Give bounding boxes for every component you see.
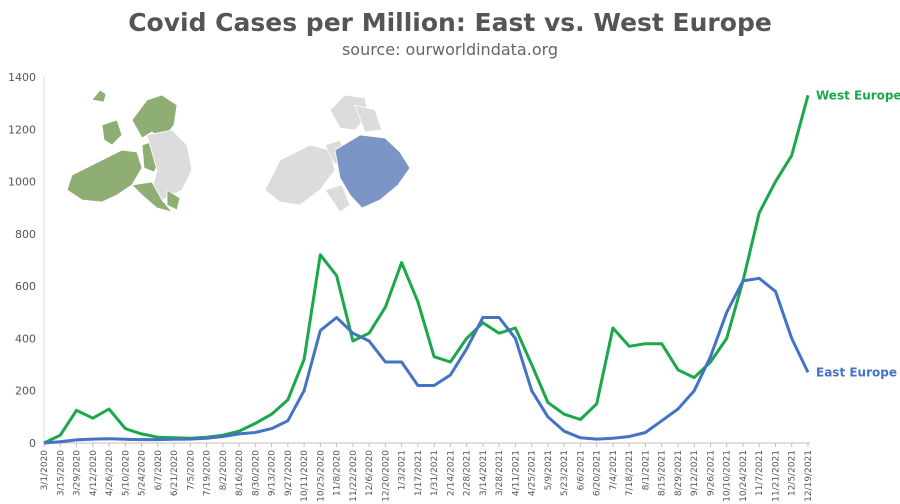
country-shape	[91, 89, 107, 103]
y-tick-label: 1400	[8, 71, 36, 84]
x-tick-label: 9/13/2020	[268, 450, 278, 496]
x-tick-label: 1/3/2021	[398, 450, 408, 490]
x-tick-label: 3/29/2020	[73, 450, 83, 496]
x-tick-label: 8/15/2021	[658, 450, 668, 496]
x-tick-label: 3/1/2020	[40, 450, 50, 491]
x-tick-label: 11/7/2021	[755, 450, 765, 496]
x-tick-label: 4/11/2021	[511, 450, 521, 496]
x-tick-label: 12/5/2021	[788, 450, 798, 496]
x-tick-label: 2/14/2021	[446, 450, 456, 496]
x-tick-label: 10/11/2020	[300, 450, 310, 502]
x-tick-label: 5/9/2021	[544, 450, 554, 490]
x-tick-label: 10/10/2021	[723, 450, 733, 502]
x-tick-label: 3/15/2020	[56, 450, 66, 496]
x-tick-label: 8/30/2020	[251, 450, 261, 496]
y-tick-label: 600	[15, 280, 36, 293]
x-tick-label: 11/8/2020	[333, 450, 343, 496]
x-tick-label: 6/21/2020	[170, 450, 180, 496]
west-europe-series-line	[43, 94, 810, 445]
x-tick-label: 2/28/2021	[463, 450, 473, 496]
x-tick-label: 6/7/2020	[154, 450, 164, 491]
east-europe-series-label: East Europe	[816, 365, 897, 379]
x-tick-label: 8/1/2021	[641, 450, 651, 490]
country-shape	[101, 119, 123, 146]
y-tick-label: 200	[15, 385, 36, 398]
x-tick-label: 8/16/2020	[235, 450, 245, 496]
west-europe-map	[66, 89, 193, 213]
country-shape	[131, 181, 174, 213]
east-europe-series-line	[43, 276, 810, 445]
x-tick-label: 8/2/2020	[219, 450, 229, 491]
x-tick-label: 1/31/2021	[430, 450, 440, 496]
x-tick-label: 5/24/2020	[138, 450, 148, 496]
x-tick-label: 11/21/2021	[771, 450, 781, 502]
country-shape	[66, 149, 143, 203]
country-shape	[131, 94, 178, 141]
x-tick-label: 12/20/2020	[381, 450, 391, 502]
y-tick-label: 800	[15, 228, 36, 241]
plot-area: 0 200 400 600 800 1000 1200 1400 3/1/2020 3/15/20…	[8, 71, 900, 502]
x-tick-label: 3/28/2021	[495, 450, 505, 496]
country-shape	[334, 134, 411, 209]
x-tick-label: 7/5/2020	[186, 450, 196, 491]
country-shape	[146, 129, 193, 201]
x-tick-label: 7/4/2021	[609, 450, 619, 490]
x-tick-label: 1/17/2021	[414, 450, 424, 496]
x-tick-label: 5/23/2021	[560, 450, 570, 496]
x-tick-label: 7/18/2021	[625, 450, 635, 496]
country-shape	[324, 184, 351, 213]
country-shape	[166, 189, 181, 211]
country-shape	[354, 104, 383, 133]
y-tick-label: 0	[29, 437, 36, 450]
x-tick-label: 9/12/2021	[690, 450, 700, 496]
x-tick-label: 9/27/2020	[284, 450, 294, 496]
east-europe-map	[264, 94, 411, 213]
x-tick-label: 9/26/2021	[706, 450, 716, 496]
chart-title: Covid Cases per Million: East vs. West E…	[128, 8, 772, 37]
x-tick-label: 12/19/2021	[804, 450, 814, 502]
x-tick-label: 7/19/2020	[203, 450, 213, 496]
x-tick-label: 10/24/2021	[739, 450, 749, 502]
x-tick-label: 6/6/2021	[576, 450, 586, 490]
x-tick-label: 4/12/2020	[89, 450, 99, 496]
chart-subtitle: source: ourworldindata.org	[341, 40, 559, 59]
x-tick-label: 5/10/2020	[121, 450, 131, 496]
x-tick-label: 11/22/2020	[349, 450, 359, 502]
x-tick-label: 6/20/2021	[593, 450, 603, 496]
x-tick-label: 12/6/2020	[365, 450, 375, 496]
x-tick-label: 10/25/2020	[316, 450, 326, 502]
y-tick-label: 400	[15, 332, 36, 345]
y-tick-label: 1000	[8, 176, 36, 189]
y-tick-label: 1200	[8, 123, 36, 136]
x-tick-label: 3/14/2021	[479, 450, 489, 496]
x-tick-label: 4/25/2021	[528, 450, 538, 496]
country-shape	[264, 144, 336, 206]
x-tick-label: 4/26/2020	[105, 450, 115, 496]
west-europe-series-label: West Europe	[816, 88, 900, 102]
x-tick-label: 8/29/2021	[674, 450, 684, 496]
